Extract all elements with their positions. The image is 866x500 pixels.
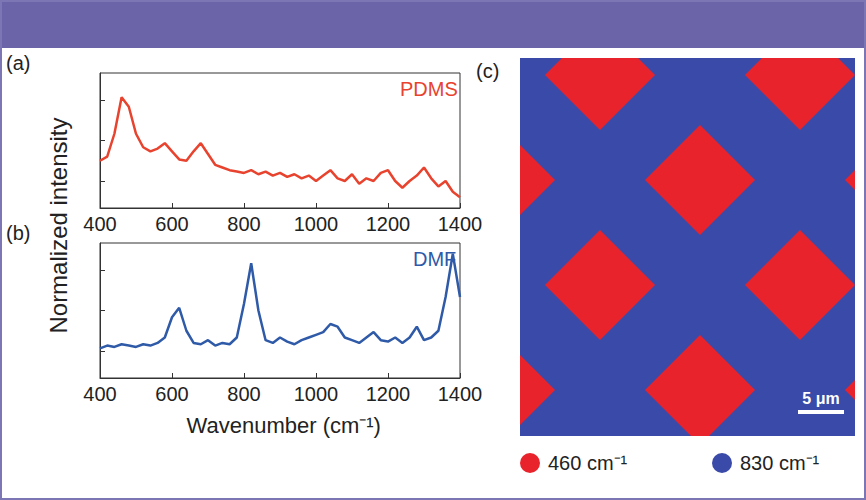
svg-text:(c): (c): [476, 60, 499, 82]
svg-text:460 cm⁻¹: 460 cm⁻¹: [548, 452, 628, 474]
svg-text:PDMS: PDMS: [400, 78, 458, 100]
svg-text:600: 600: [155, 383, 188, 405]
svg-text:800: 800: [227, 383, 260, 405]
svg-text:830 cm⁻¹: 830 cm⁻¹: [740, 452, 820, 474]
svg-text:1400: 1400: [438, 383, 483, 405]
svg-text:1200: 1200: [366, 213, 411, 235]
svg-text:Normalized intensity: Normalized intensity: [45, 117, 72, 333]
svg-text:600: 600: [155, 213, 188, 235]
svg-text:1400: 1400: [438, 213, 483, 235]
svg-text:1000: 1000: [294, 213, 339, 235]
svg-text:5 μm: 5 μm: [802, 390, 839, 407]
svg-text:400: 400: [83, 213, 116, 235]
svg-text:Wavenumber (cm⁻¹): Wavenumber (cm⁻¹): [187, 413, 381, 438]
svg-text:800: 800: [227, 213, 260, 235]
svg-text:400: 400: [83, 383, 116, 405]
svg-text:(b): (b): [6, 222, 30, 244]
svg-text:DMF: DMF: [413, 248, 457, 270]
svg-text:1000: 1000: [294, 383, 339, 405]
svg-text:(a): (a): [6, 52, 30, 74]
svg-text:1200: 1200: [366, 383, 411, 405]
